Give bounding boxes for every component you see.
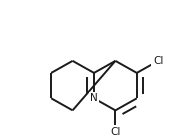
Text: Cl: Cl (110, 127, 121, 137)
Text: N: N (90, 93, 98, 103)
Text: Cl: Cl (153, 56, 163, 66)
